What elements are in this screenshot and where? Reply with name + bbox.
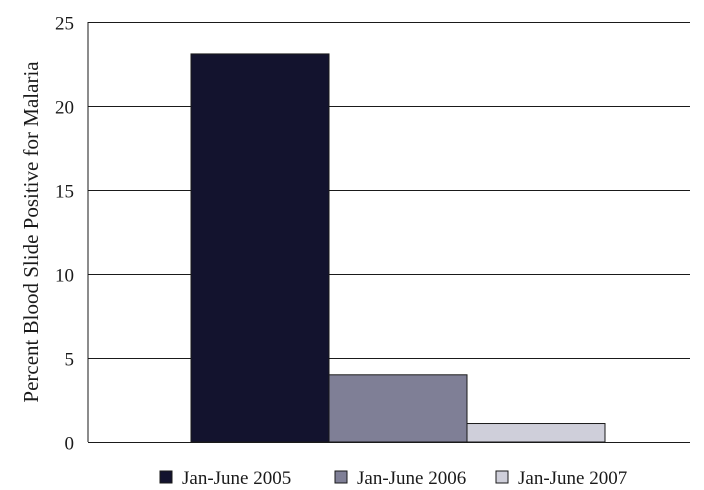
- y-axis-title: Percent Blood Slide Positive for Malaria: [19, 61, 43, 403]
- bar-3: [466, 423, 606, 443]
- gridlines: [88, 22, 690, 443]
- bar-2: [328, 374, 468, 443]
- bars: [190, 53, 606, 443]
- y-tick-label: 25: [55, 14, 74, 35]
- y-tick-labels: 0 5 10 15 20 25: [55, 14, 74, 455]
- legend: Jan-June 2005 Jan-June 2006 Jan-June 2007: [159, 468, 627, 489]
- legend-label: Jan-June 2005: [182, 468, 291, 489]
- legend-swatch: [495, 470, 509, 484]
- y-tick-label: 20: [55, 98, 74, 119]
- y-tick-label: 5: [65, 350, 75, 371]
- legend-swatch: [334, 470, 348, 484]
- y-tick-label: 10: [55, 266, 74, 287]
- legend-label: Jan-June 2006: [357, 468, 466, 489]
- legend-label: Jan-June 2007: [518, 468, 627, 489]
- legend-swatch: [159, 470, 173, 484]
- y-tick-label: 15: [55, 182, 74, 203]
- bar-1: [190, 53, 330, 443]
- y-tick-label: 0: [65, 434, 75, 455]
